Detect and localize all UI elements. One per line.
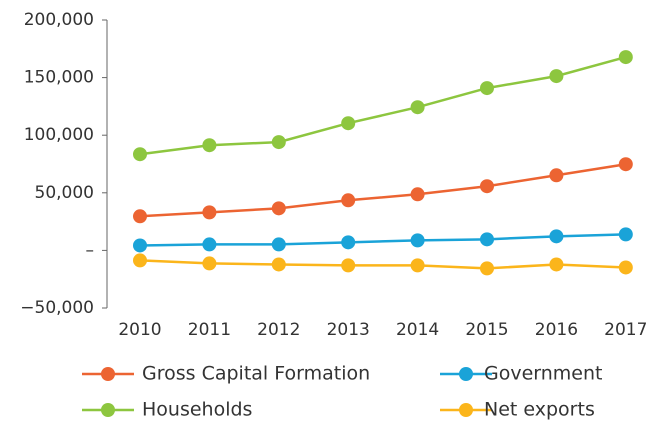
data-point: [549, 168, 564, 183]
legend-marker: [101, 367, 115, 381]
data-point: [549, 229, 564, 244]
data-point: [202, 138, 217, 153]
data-point: [271, 201, 286, 216]
data-point: [133, 147, 147, 162]
x-tick-label: 2014: [396, 320, 439, 340]
data-point: [341, 235, 356, 250]
data-point: [410, 100, 425, 115]
legend-marker: [459, 367, 473, 381]
y-tick-label: 200,000: [24, 10, 94, 30]
x-tick-label: 2013: [327, 320, 370, 340]
x-tick-label: 2017: [604, 320, 647, 340]
legend: Gross Capital Formation Government Househo…: [82, 363, 603, 421]
x-tick-label: 2016: [535, 320, 578, 340]
data-point: [480, 232, 494, 247]
data-point: [410, 187, 425, 202]
x-tick-label: 2012: [257, 320, 300, 340]
data-point: [549, 257, 564, 272]
y-tick-label: 150,000: [24, 68, 94, 88]
x-tick-label: 2010: [118, 320, 161, 340]
series-line: [139, 55, 627, 156]
y-tick-label: 100,000: [24, 125, 94, 145]
series-line: [139, 162, 626, 218]
data-point: [341, 193, 356, 208]
data-point: [271, 257, 286, 272]
data-point: [341, 116, 356, 131]
data-point: [133, 238, 147, 253]
y-tick-label: 50,000: [35, 183, 94, 203]
legend-marker: [459, 403, 473, 417]
data-point: [341, 258, 356, 273]
legend-label: Gross Capital Formation: [142, 363, 370, 385]
data-point: [549, 69, 564, 84]
y-tick-label: −50,000: [20, 298, 94, 318]
data-point: [133, 209, 147, 224]
data-point: [271, 237, 286, 252]
data-point: [618, 157, 633, 172]
y-tick-label: –: [86, 240, 95, 260]
x-tick-label: 2011: [188, 320, 231, 340]
data-point: [480, 81, 494, 96]
data-point: [133, 253, 147, 268]
legend-label: Government: [484, 363, 603, 385]
data-point: [480, 261, 494, 276]
legend-label: Households: [142, 399, 252, 421]
data-point: [271, 135, 286, 150]
data-point: [202, 205, 217, 220]
x-tick-label: 2015: [465, 320, 508, 340]
legend-label: Net exports: [484, 399, 595, 421]
data-point: [480, 179, 494, 194]
data-point: [618, 50, 633, 65]
legend-marker: [101, 403, 115, 417]
series-line: [139, 233, 626, 247]
data-point: [410, 233, 425, 248]
data-point: [202, 237, 217, 252]
data-point: [410, 258, 425, 273]
data-point: [618, 260, 633, 275]
series-line: [139, 259, 626, 270]
data-point: [202, 256, 217, 271]
data-point: [618, 227, 633, 242]
